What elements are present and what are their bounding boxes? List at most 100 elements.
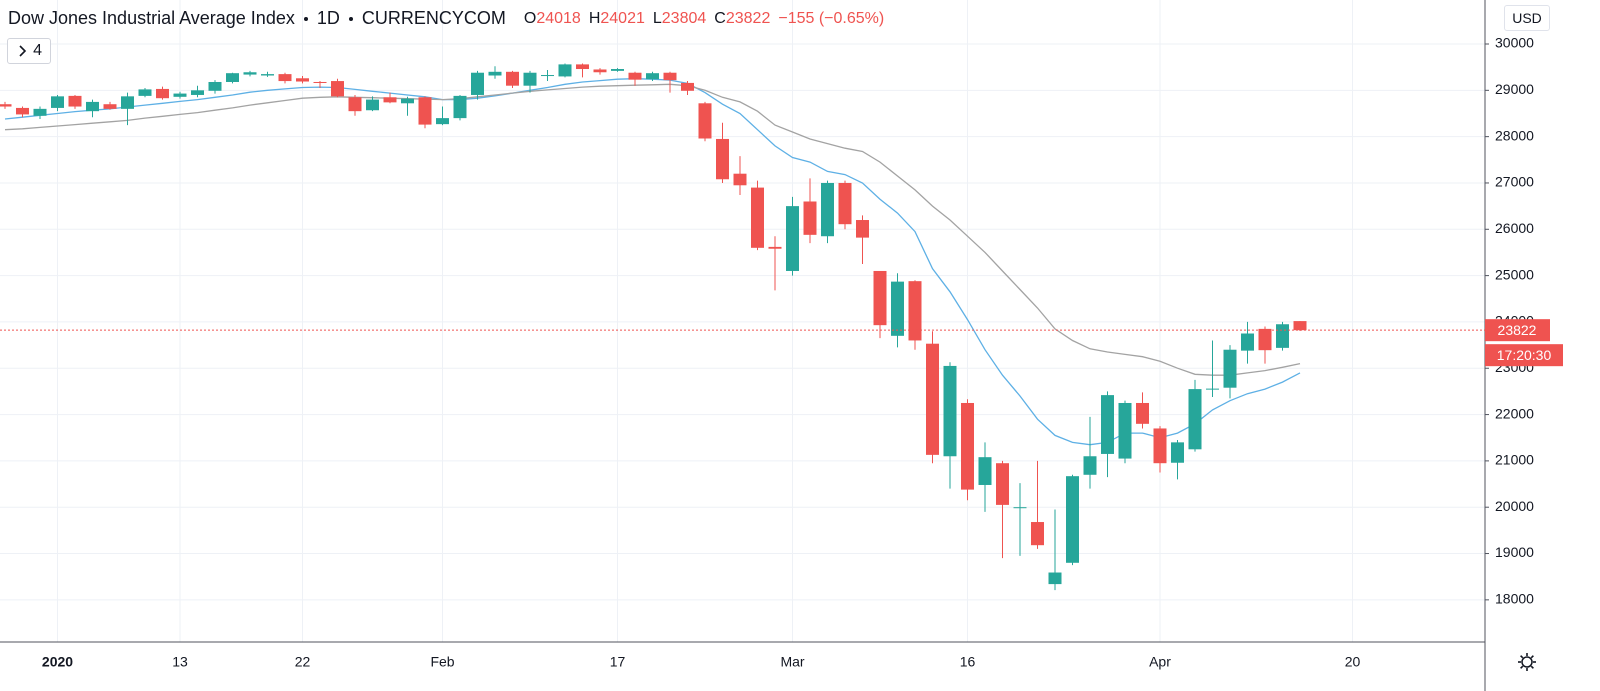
moving-average-line xyxy=(4,83,1301,376)
candle-body xyxy=(838,182,852,225)
candle-body xyxy=(418,97,432,125)
y-tick-label: 29000 xyxy=(1495,81,1534,97)
x-tick-label: 13 xyxy=(172,654,188,670)
candle-body xyxy=(488,71,502,76)
ohlc-letter: O xyxy=(523,9,537,27)
candle-body xyxy=(261,74,274,76)
candle-body xyxy=(943,365,957,457)
candle-body xyxy=(208,81,222,91)
candle-body xyxy=(1171,442,1184,463)
y-tick-label: 22000 xyxy=(1495,405,1534,421)
candle-body xyxy=(453,95,467,119)
x-tick-label: Mar xyxy=(780,654,804,670)
candle-body xyxy=(191,90,204,95)
candle-body xyxy=(471,72,484,95)
y-tick-label: 25000 xyxy=(1495,266,1534,282)
candle-body xyxy=(1048,572,1062,585)
interval[interactable]: 1D xyxy=(316,8,340,28)
price-label-bg xyxy=(1485,319,1550,342)
ohlc-value: 24021 xyxy=(600,9,645,27)
ohlc-value: 24018 xyxy=(536,9,581,27)
candle-body xyxy=(733,173,747,186)
candle-body xyxy=(1083,456,1097,475)
indicators-toggle[interactable]: 4 xyxy=(7,38,51,64)
candle-body xyxy=(961,402,974,490)
countdown: 17:20:30 xyxy=(1497,347,1552,363)
ohlc-letter: H xyxy=(588,9,601,27)
candle-body xyxy=(541,75,554,77)
gear-tooth xyxy=(1520,665,1524,669)
candle-body xyxy=(523,72,537,86)
chart-header: Dow Jones Industrial Average Index 1D CU… xyxy=(8,8,892,29)
candle-body xyxy=(86,101,99,112)
candle-body xyxy=(576,64,589,70)
candle-body xyxy=(558,64,572,77)
y-tick-label: 20000 xyxy=(1495,498,1534,514)
candle-body xyxy=(366,99,379,111)
x-tick-label: 17 xyxy=(610,654,626,670)
x-tick-label: Feb xyxy=(430,654,454,670)
ohlc-letter: L xyxy=(652,9,662,27)
candle-body xyxy=(628,72,642,80)
candle-body xyxy=(313,81,327,83)
y-tick-label: 27000 xyxy=(1495,174,1534,190)
moving-average-line xyxy=(4,78,1301,446)
candle-body xyxy=(611,69,624,71)
gear-ring xyxy=(1521,656,1533,668)
candle-body xyxy=(768,246,782,249)
candle-body xyxy=(156,88,169,99)
symbol-title: Dow Jones Industrial Average Index xyxy=(8,8,295,28)
candle-body xyxy=(348,97,362,112)
candle-body xyxy=(0,104,12,107)
change: −155 (−0.65%) xyxy=(778,9,885,27)
currency-button[interactable]: USD xyxy=(1504,5,1550,31)
candle-body xyxy=(1118,402,1132,459)
candle-body xyxy=(1066,476,1079,563)
candle-body xyxy=(1258,328,1272,351)
candle-body xyxy=(856,220,869,238)
x-tick-label: 16 xyxy=(960,654,976,670)
candle-body xyxy=(926,343,939,455)
source: CURRENCYCOM xyxy=(361,8,506,28)
y-tick-label: 28000 xyxy=(1495,127,1534,143)
y-tick-label: 26000 xyxy=(1495,220,1534,236)
y-tick-label: 18000 xyxy=(1495,591,1534,607)
candle-body xyxy=(1293,321,1307,331)
gear-tooth xyxy=(1520,655,1524,659)
candle-body xyxy=(716,138,729,180)
candle-body xyxy=(278,74,292,82)
candle-body xyxy=(1223,349,1237,388)
separator xyxy=(303,16,308,21)
separator xyxy=(348,16,353,21)
x-tick-label: 20 xyxy=(1345,654,1361,670)
candle-body xyxy=(1153,428,1167,464)
chevron-icon xyxy=(19,45,27,57)
candle-body xyxy=(593,69,607,73)
x-tick-label: 2020 xyxy=(42,654,73,670)
x-tick-label: 22 xyxy=(295,654,311,670)
candle-body xyxy=(681,82,694,91)
candle-body xyxy=(978,457,992,485)
candle-body xyxy=(226,73,239,82)
ohlc-value: 23804 xyxy=(661,9,707,27)
candle-body xyxy=(786,206,799,271)
candle-body xyxy=(908,281,922,341)
candle-body xyxy=(1013,507,1027,509)
candle-body xyxy=(296,78,309,82)
candle-body xyxy=(1188,389,1202,450)
settings-icon[interactable] xyxy=(1518,653,1536,671)
gear-tooth xyxy=(1530,665,1534,669)
candle-body xyxy=(646,73,659,80)
candle-body xyxy=(243,72,257,75)
candle-body xyxy=(331,81,344,97)
candle-body xyxy=(821,182,834,237)
candle-body xyxy=(803,201,817,235)
candle-body xyxy=(873,270,887,326)
ohlc-letter: C xyxy=(714,9,726,27)
candle-body xyxy=(1101,395,1114,454)
candle-body xyxy=(663,72,677,81)
candle-body xyxy=(401,98,414,104)
candle-body xyxy=(698,103,712,139)
